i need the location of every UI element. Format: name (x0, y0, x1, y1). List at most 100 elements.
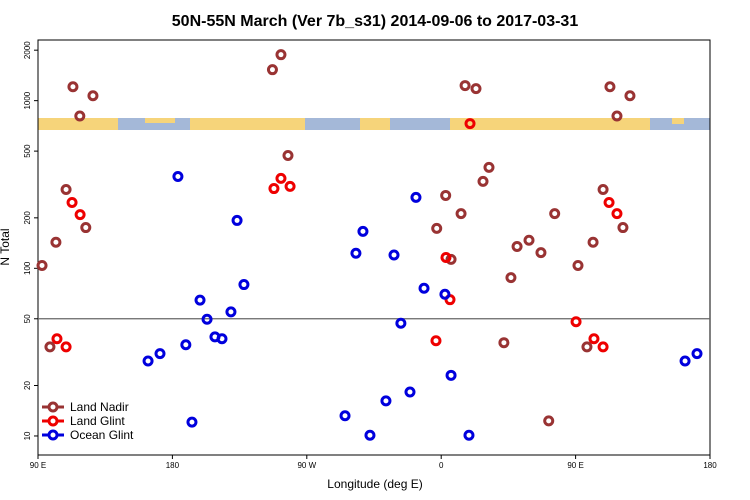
scatter-point (231, 214, 243, 226)
scatter-point (180, 339, 192, 351)
scatter-point (284, 180, 296, 192)
scatter-point (624, 90, 636, 102)
legend-label: Ocean Glint (70, 428, 134, 442)
scatter-point (430, 335, 442, 347)
scatter-point (364, 429, 376, 441)
scatter-point (51, 333, 63, 345)
scatter-point (357, 225, 369, 237)
scatter-point (483, 161, 495, 173)
x-tick-label: 180 (703, 461, 717, 470)
scatter-point (523, 234, 535, 246)
scatter-point (440, 252, 452, 264)
scatter-point (691, 348, 703, 360)
scatter-point (611, 110, 623, 122)
scatter-point (439, 288, 451, 300)
scatter-point (50, 236, 62, 248)
scatter-point (597, 184, 609, 196)
y-tick-label: 100 (23, 261, 32, 275)
y-tick-label: 50 (23, 314, 32, 323)
legend-label: Land Glint (70, 414, 125, 428)
x-axis-label: Longitude (deg E) (327, 477, 422, 491)
scatter-point (67, 81, 79, 93)
scatter-point (581, 341, 593, 353)
scatter-point (74, 110, 86, 122)
scatter-point (36, 259, 48, 271)
scatter-point (587, 236, 599, 248)
scatter-point (679, 355, 691, 367)
x-tick-label: 90 W (297, 461, 316, 470)
scatter-point (511, 240, 523, 252)
chart-title: 50N-55N March (Ver 7b_s31) 2014-09-06 to… (172, 13, 579, 30)
scatter-point (60, 184, 72, 196)
legend-marker (47, 415, 59, 427)
y-tick-label: 500 (23, 144, 32, 158)
scatter-point (410, 191, 422, 203)
scatter-point (588, 333, 600, 345)
y-tick-label: 2000 (23, 41, 32, 59)
scatter-point (87, 90, 99, 102)
scatter-point (463, 429, 475, 441)
legend-marker (47, 401, 59, 413)
scatter-point (350, 247, 362, 259)
scatter-point (66, 196, 78, 208)
scatter-point (459, 80, 471, 92)
scatter-point (505, 272, 517, 284)
legend-label: Land Nadir (70, 400, 129, 414)
scatter-point (74, 209, 86, 221)
scatter-point (275, 49, 287, 61)
map-strip (38, 118, 710, 130)
scatter-point (464, 118, 476, 130)
scatter-point (549, 208, 561, 220)
scatter-point (266, 64, 278, 76)
scatter-point (395, 317, 407, 329)
scatter-point (440, 189, 452, 201)
y-tick-label: 20 (23, 381, 32, 390)
plot-frame (37, 39, 711, 456)
scatter-point (225, 306, 237, 318)
scatter-point (597, 341, 609, 353)
y-tick-label: 10 (23, 431, 32, 440)
y-axis-label: N Total (0, 228, 12, 265)
scatter-point (603, 196, 615, 208)
scatter-point (339, 410, 351, 422)
scatter-point (611, 208, 623, 220)
scatter-point (617, 222, 629, 234)
scatter-point (543, 415, 555, 427)
scatter-point (186, 416, 198, 428)
scatter-point (60, 341, 72, 353)
scatter-point (282, 149, 294, 161)
scatter-point (572, 259, 584, 271)
scatter-point (194, 294, 206, 306)
scatter-point (380, 395, 392, 407)
scatter-point (418, 282, 430, 294)
scatter-point (268, 183, 280, 195)
y-tick-label: 200 (23, 211, 32, 225)
scatter-point (80, 222, 92, 234)
scatter-point (404, 386, 416, 398)
scatter-point (604, 81, 616, 93)
scatter-point (477, 175, 489, 187)
scatter-point (154, 348, 166, 360)
scatter-point (275, 172, 287, 184)
scatter-point (535, 247, 547, 259)
scatter-point (142, 355, 154, 367)
scatter-point (431, 222, 443, 234)
scatter-point (172, 170, 184, 182)
scatter-point (388, 249, 400, 261)
scatter-point (498, 337, 510, 349)
legend-marker (47, 429, 59, 441)
x-tick-label: 180 (166, 461, 180, 470)
scatter-point (470, 83, 482, 95)
scatter-point (445, 369, 457, 381)
scatter-point (570, 316, 582, 328)
scatter-point (201, 313, 213, 325)
x-tick-label: 90 E (567, 461, 583, 470)
scatter-point (238, 279, 250, 291)
scatter-point (44, 341, 56, 353)
y-tick-label: 1000 (23, 91, 32, 109)
scatter-point (455, 208, 467, 220)
x-tick-label: 0 (439, 461, 444, 470)
scatter-point (216, 333, 228, 345)
x-tick-label: 90 E (30, 461, 46, 470)
